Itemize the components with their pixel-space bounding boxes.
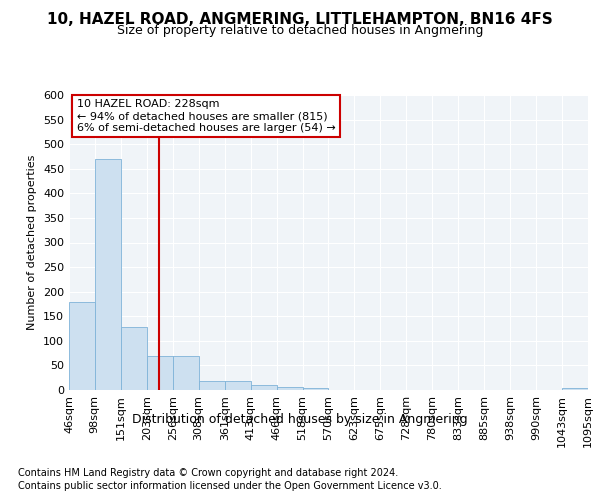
Text: Contains HM Land Registry data © Crown copyright and database right 2024.: Contains HM Land Registry data © Crown c…: [18, 468, 398, 477]
Bar: [277, 386, 302, 390]
Text: 10 HAZEL ROAD: 228sqm
← 94% of detached houses are smaller (815)
6% of semi-deta: 10 HAZEL ROAD: 228sqm ← 94% of detached …: [77, 100, 335, 132]
Bar: [302, 388, 328, 390]
Text: Size of property relative to detached houses in Angmering: Size of property relative to detached ho…: [117, 24, 483, 37]
Bar: [121, 327, 146, 390]
Bar: [251, 385, 277, 390]
Bar: [225, 381, 251, 390]
Text: Contains public sector information licensed under the Open Government Licence v3: Contains public sector information licen…: [18, 481, 442, 491]
Bar: [562, 388, 588, 390]
Y-axis label: Number of detached properties: Number of detached properties: [28, 155, 37, 330]
Bar: [95, 159, 121, 390]
Text: Distribution of detached houses by size in Angmering: Distribution of detached houses by size …: [132, 412, 468, 426]
Text: 10, HAZEL ROAD, ANGMERING, LITTLEHAMPTON, BN16 4FS: 10, HAZEL ROAD, ANGMERING, LITTLEHAMPTON…: [47, 12, 553, 28]
Bar: [199, 381, 225, 390]
Bar: [146, 356, 173, 390]
Bar: [173, 356, 199, 390]
Bar: [69, 302, 95, 390]
